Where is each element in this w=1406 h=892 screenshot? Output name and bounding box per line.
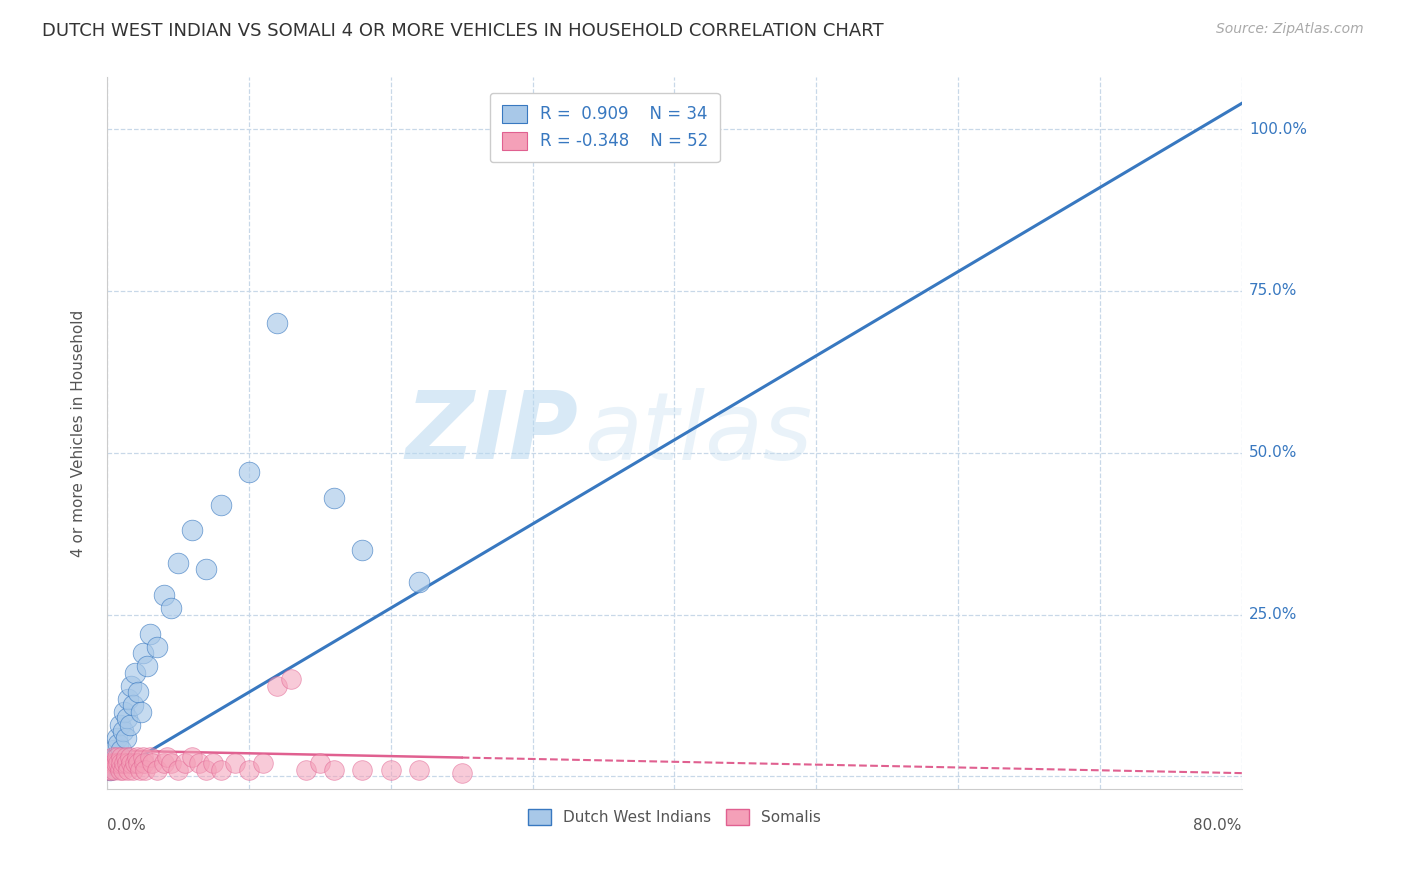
Point: [104, 750, 127, 764]
Point: [209, 498, 232, 512]
Point: [101, 750, 124, 764]
Point: [104, 756, 127, 771]
Point: [114, 750, 136, 764]
Point: [108, 717, 131, 731]
Point: [160, 756, 183, 771]
Point: [153, 756, 176, 771]
Point: [294, 763, 316, 777]
Point: [238, 763, 260, 777]
Point: [181, 524, 204, 538]
Point: [110, 756, 132, 771]
Point: [174, 756, 197, 771]
Point: [141, 756, 163, 771]
Point: [408, 763, 430, 777]
Text: DUTCH WEST INDIAN VS SOMALI 4 OR MORE VEHICLES IN HOUSEHOLD CORRELATION CHART: DUTCH WEST INDIAN VS SOMALI 4 OR MORE VE…: [42, 22, 884, 40]
Point: [323, 491, 346, 505]
Point: [167, 763, 190, 777]
Point: [110, 750, 132, 764]
Text: atlas: atlas: [583, 388, 811, 479]
Point: [124, 665, 146, 680]
Y-axis label: 4 or more Vehicles in Household: 4 or more Vehicles in Household: [72, 310, 86, 557]
Point: [103, 763, 125, 777]
Point: [125, 750, 148, 764]
Point: [111, 724, 134, 739]
Point: [129, 705, 152, 719]
Point: [98, 756, 121, 771]
Point: [145, 763, 167, 777]
Point: [266, 317, 288, 331]
Point: [110, 743, 132, 757]
Point: [120, 679, 142, 693]
Legend: Dutch West Indians, Somalis: Dutch West Indians, Somalis: [522, 803, 827, 831]
Point: [252, 756, 274, 771]
Point: [100, 763, 122, 777]
Point: [145, 640, 167, 654]
Point: [323, 763, 346, 777]
Point: [118, 750, 141, 764]
Point: [132, 756, 155, 771]
Point: [202, 756, 225, 771]
Point: [266, 679, 288, 693]
Point: [103, 743, 125, 757]
Point: [160, 601, 183, 615]
Text: Source: ZipAtlas.com: Source: ZipAtlas.com: [1216, 22, 1364, 37]
Point: [181, 750, 204, 764]
Point: [153, 588, 176, 602]
Point: [105, 731, 128, 745]
Point: [131, 647, 153, 661]
Point: [103, 756, 125, 771]
Point: [380, 763, 402, 777]
Point: [195, 562, 218, 576]
Point: [280, 673, 302, 687]
Point: [112, 705, 135, 719]
Point: [135, 659, 157, 673]
Text: 75.0%: 75.0%: [1249, 284, 1298, 299]
Point: [121, 698, 143, 713]
Point: [111, 763, 134, 777]
Point: [124, 756, 146, 771]
Point: [127, 685, 149, 699]
Text: 50.0%: 50.0%: [1249, 445, 1298, 460]
Point: [138, 627, 160, 641]
Point: [127, 756, 149, 771]
Point: [115, 711, 138, 725]
Point: [121, 763, 143, 777]
Point: [128, 763, 150, 777]
Point: [131, 750, 153, 764]
Point: [209, 763, 232, 777]
Point: [238, 465, 260, 479]
Point: [352, 542, 374, 557]
Point: [107, 756, 129, 771]
Point: [120, 756, 142, 771]
Point: [134, 763, 156, 777]
Point: [167, 556, 190, 570]
Point: [352, 763, 374, 777]
Text: ZIP: ZIP: [405, 387, 578, 479]
Point: [97, 763, 120, 777]
Point: [98, 763, 121, 777]
Text: 25.0%: 25.0%: [1249, 607, 1298, 622]
Point: [308, 756, 330, 771]
Text: 0.0%: 0.0%: [107, 819, 146, 833]
Point: [101, 756, 124, 771]
Point: [188, 756, 211, 771]
Text: 100.0%: 100.0%: [1249, 121, 1308, 136]
Point: [117, 763, 139, 777]
Point: [117, 691, 139, 706]
Point: [450, 766, 472, 780]
Point: [115, 756, 138, 771]
Point: [138, 750, 160, 764]
Point: [195, 763, 218, 777]
Text: 80.0%: 80.0%: [1194, 819, 1241, 833]
Point: [156, 750, 179, 764]
Point: [107, 737, 129, 751]
Point: [112, 756, 135, 771]
Point: [114, 731, 136, 745]
Point: [118, 717, 141, 731]
Point: [224, 756, 246, 771]
Point: [105, 750, 128, 764]
Point: [408, 575, 430, 590]
Point: [108, 763, 131, 777]
